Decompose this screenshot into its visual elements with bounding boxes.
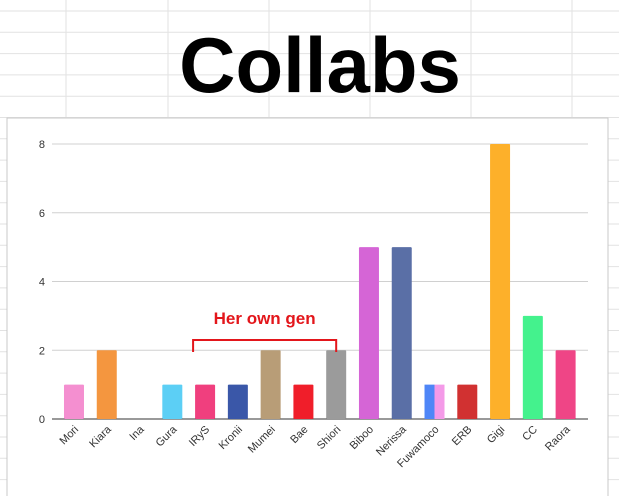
- y-tick-label: 0: [39, 414, 45, 426]
- y-tick-label: 4: [39, 277, 45, 289]
- bar: [555, 350, 576, 419]
- bar: [293, 384, 314, 419]
- bar: [457, 384, 478, 419]
- bar: [260, 350, 281, 419]
- chart-title: Collabs: [179, 21, 461, 109]
- bar: [326, 350, 347, 419]
- bar: [195, 384, 216, 419]
- y-tick-label: 2: [39, 345, 45, 357]
- bar-part: [424, 384, 435, 419]
- bar: [490, 144, 511, 419]
- y-tick-label: 6: [39, 208, 45, 220]
- bar: [63, 384, 84, 419]
- bar: [358, 247, 379, 419]
- bar: [162, 384, 183, 419]
- annotation: Her own gen: [214, 309, 316, 328]
- annotation-bracket: [192, 339, 338, 352]
- y-tick-label: 8: [39, 139, 45, 151]
- bar-part: [434, 384, 445, 419]
- bar: [391, 247, 412, 419]
- bar: [227, 384, 248, 419]
- bar: [522, 315, 543, 419]
- bar: [96, 350, 117, 419]
